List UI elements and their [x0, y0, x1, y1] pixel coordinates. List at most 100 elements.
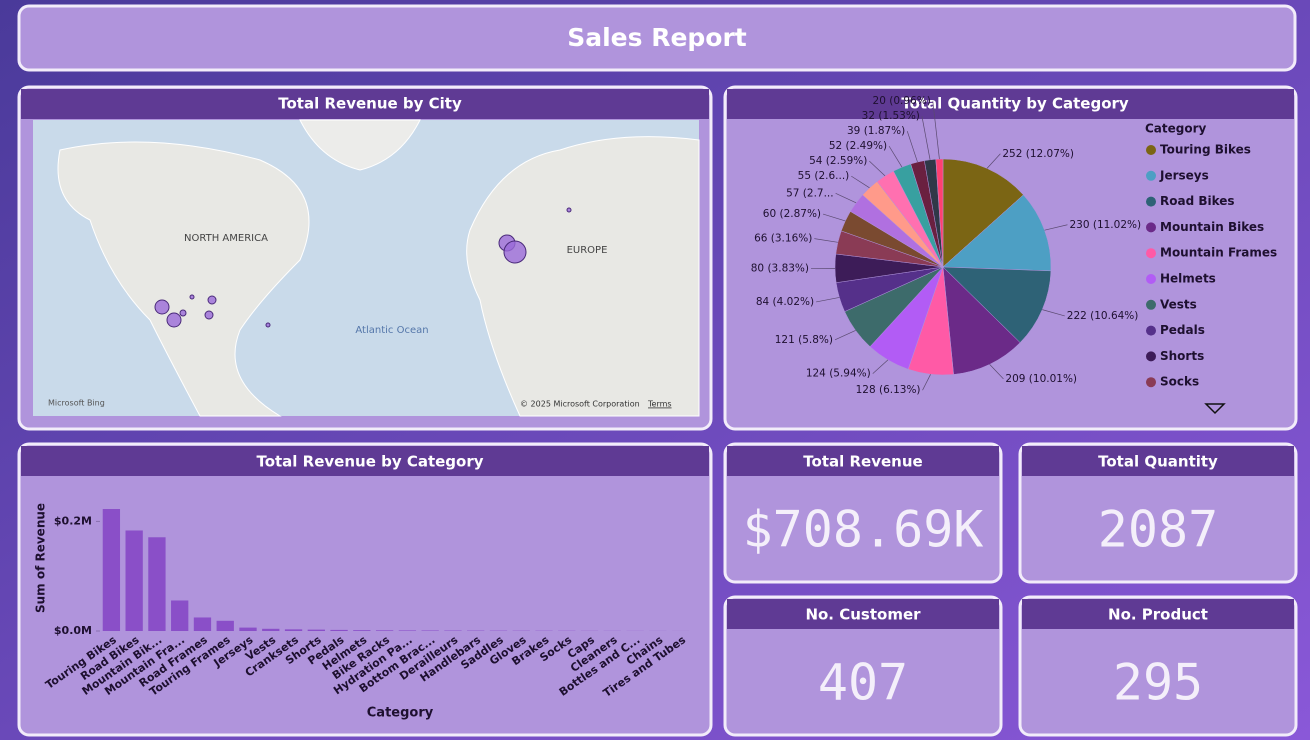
- data-label: 222 (10.64%): [1067, 310, 1139, 322]
- legend-scroll[interactable]: [1204, 403, 1226, 415]
- bar: [239, 627, 257, 631]
- bar: [307, 629, 325, 631]
- leader-line: [932, 101, 940, 160]
- leader-line: [816, 297, 840, 303]
- map-bubbles: [154, 207, 572, 328]
- data-label: 52 (2.49%): [829, 140, 887, 152]
- leader-line: [835, 193, 857, 204]
- kpi-card: [1018, 595, 1298, 737]
- leader-line: [922, 374, 931, 391]
- legend-marker: [1146, 351, 1156, 362]
- kpi-header: [727, 599, 999, 629]
- kpi-header: [1022, 446, 1294, 476]
- leader-line: [822, 213, 846, 222]
- legend-entry: Helmets: [1160, 272, 1216, 286]
- data-label: 124 (5.94%): [806, 368, 871, 380]
- kpi-card: [1018, 442, 1298, 584]
- legend-marker: [1146, 222, 1156, 233]
- bar: [398, 630, 417, 631]
- data-label: 57 (2.7...: [786, 187, 834, 199]
- bubble: [207, 295, 217, 305]
- panel: [17, 442, 713, 737]
- legend-entry: Vests: [1160, 297, 1197, 311]
- panel-title: Total Revenue by Category: [256, 453, 483, 471]
- legend-entry: Touring Bikes: [1160, 143, 1251, 157]
- data-label: 252 (12.07%): [1002, 148, 1074, 160]
- bar: [193, 617, 212, 631]
- panel-header: [21, 89, 709, 119]
- pie-slice: [942, 194, 1052, 272]
- legend-entry: Shorts: [1160, 349, 1204, 363]
- bubble: [154, 299, 170, 315]
- bubble: [265, 322, 271, 328]
- kpi-value: $708.69K: [743, 501, 984, 559]
- map-brand: Microsoft Bing: [48, 399, 105, 408]
- kpi-card: [723, 595, 1003, 737]
- bubble: [189, 294, 195, 300]
- legend-title: Category: [1145, 122, 1207, 136]
- legend-entry: Mountain Bikes: [1160, 220, 1264, 234]
- kpi-card: [723, 442, 1003, 584]
- header: [17, 4, 1297, 72]
- leader-line: [888, 145, 903, 168]
- kpi-title: Total Quantity: [1098, 453, 1218, 471]
- kpi-value: 295: [1113, 654, 1203, 712]
- leader-line: [851, 175, 870, 189]
- leader-line: [989, 364, 1004, 380]
- data-label: 121 (5.8%): [775, 334, 833, 346]
- data-label: 39 (1.87%): [847, 125, 905, 137]
- kpi-title: No. Product: [1108, 606, 1208, 624]
- y-tick-label: $0.0M: [54, 624, 92, 637]
- bar: [216, 620, 234, 631]
- bar: [148, 537, 166, 631]
- kpi-title: Total Revenue: [803, 453, 922, 471]
- leader-line: [869, 160, 886, 177]
- map-label: EUROPE: [567, 245, 608, 256]
- bar: [125, 530, 143, 631]
- bar: [102, 508, 121, 631]
- leader-line: [872, 359, 889, 374]
- legend-entry: Road Bikes: [1160, 194, 1235, 208]
- panel-title: Total Quantity by Category: [901, 95, 1129, 113]
- map-copyright: © 2025 Microsoft Corporation: [520, 400, 640, 409]
- bubble: [503, 240, 527, 264]
- data-label: 60 (2.87%): [763, 208, 821, 220]
- leader-line: [814, 238, 838, 243]
- pie-slice: [935, 158, 944, 268]
- y-tick-label: $0.2M: [54, 514, 92, 527]
- data-label: 32 (1.53%): [862, 110, 920, 122]
- panel-title: Total Revenue by City: [278, 95, 462, 113]
- x-axis-label: Category: [367, 706, 434, 721]
- bar: [284, 629, 303, 631]
- land: [466, 136, 700, 417]
- bar: [375, 630, 394, 631]
- bar: [330, 629, 348, 631]
- land: [57, 141, 310, 417]
- map-label: Atlantic Ocean: [355, 325, 428, 336]
- bubble: [566, 207, 572, 213]
- legend-marker: [1146, 299, 1156, 310]
- legend-marker: [1146, 196, 1156, 207]
- land: [299, 119, 421, 171]
- leader-line: [921, 116, 931, 160]
- map-terms[interactable]: Terms: [647, 400, 672, 409]
- legend-entry: Jerseys: [1159, 168, 1209, 182]
- pie-slice: [942, 158, 1024, 268]
- page-title: Sales Report: [567, 23, 747, 52]
- pie-slice: [942, 266, 1021, 375]
- panel-header: [727, 89, 1294, 119]
- bubble: [179, 309, 187, 317]
- legend-marker: [1146, 248, 1156, 259]
- data-label: 54 (2.59%): [809, 155, 867, 167]
- data-label: 128 (6.13%): [856, 384, 921, 396]
- leader-line: [834, 330, 856, 341]
- legend-marker: [1146, 377, 1156, 388]
- data-label: 209 (10.01%): [1005, 373, 1077, 385]
- bar: [353, 630, 371, 631]
- leader-line: [906, 131, 918, 163]
- data-label: 230 (11.02%): [1069, 219, 1141, 231]
- data-label: 80 (3.83%): [751, 263, 809, 275]
- map-label: NORTH AMERICA: [184, 233, 268, 244]
- bubble: [204, 310, 214, 320]
